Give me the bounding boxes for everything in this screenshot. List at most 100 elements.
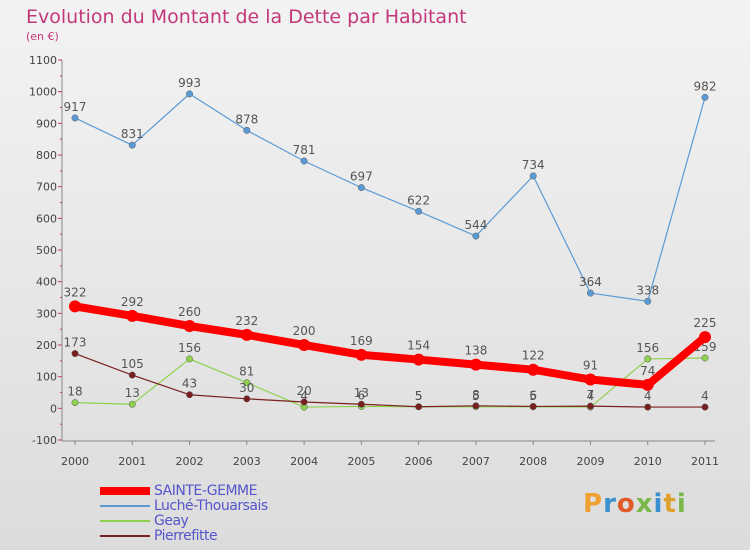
legend-label: Pierrefitte — [154, 528, 218, 544]
data-label: 225 — [694, 316, 717, 330]
data-label: 292 — [121, 295, 144, 309]
data-label: 622 — [407, 193, 430, 207]
series-line-2 — [74, 357, 706, 408]
y-tick-label: 900 — [36, 117, 57, 130]
y-tick-label: 600 — [36, 212, 57, 225]
data-label: 697 — [350, 170, 373, 184]
data-label: 122 — [522, 349, 545, 363]
legend-swatch — [100, 487, 150, 495]
data-point — [641, 378, 654, 391]
data-point — [71, 399, 79, 407]
data-point — [701, 403, 709, 411]
logo-letter: P — [583, 489, 604, 519]
data-label: 734 — [522, 158, 545, 172]
data-label: 81 — [239, 365, 254, 379]
legend-label: Luché-Thouarsais — [154, 498, 268, 514]
data-point — [128, 400, 136, 408]
data-label: 4 — [300, 389, 308, 403]
data-point — [186, 391, 193, 399]
data-label: 156 — [178, 341, 201, 355]
y-tick-label: 700 — [36, 181, 57, 194]
data-point — [415, 403, 423, 411]
data-label: 4 — [701, 389, 709, 403]
chart-subtitle: (en €) — [26, 30, 59, 43]
data-point — [357, 400, 365, 408]
y-tick-label: 1100 — [29, 54, 57, 67]
data-label: 831 — [121, 127, 144, 141]
data-point — [126, 309, 139, 322]
data-point — [300, 157, 308, 165]
data-label: 156 — [636, 341, 659, 355]
data-point — [186, 355, 193, 363]
data-point — [298, 339, 311, 351]
data-point — [469, 358, 482, 371]
data-label: 917 — [64, 100, 87, 114]
data-point — [529, 402, 537, 410]
x-tick-label: 2005 — [347, 455, 375, 468]
data-point — [701, 354, 709, 362]
x-tick-label: 2001 — [118, 455, 146, 468]
data-point — [412, 353, 425, 366]
data-label: 781 — [293, 143, 316, 157]
data-point — [243, 379, 251, 387]
legend-label: SAINTE-GEMME — [154, 483, 258, 499]
data-label: 173 — [64, 336, 87, 350]
x-tick-label: 2011 — [691, 455, 719, 468]
data-point — [183, 320, 196, 332]
data-label: 20 — [296, 384, 311, 398]
data-point — [71, 350, 79, 357]
series-line-3 — [74, 352, 706, 408]
x-tick-label: 2004 — [290, 455, 318, 468]
series-line-0 — [71, 302, 709, 389]
y-tick-label: 1000 — [29, 86, 57, 99]
data-point — [300, 398, 308, 406]
x-tick-label: 2010 — [634, 455, 662, 468]
data-point — [644, 355, 652, 363]
data-label: 91 — [583, 359, 598, 373]
x-tick-label: 2008 — [519, 455, 547, 468]
y-tick-label: 200 — [36, 339, 57, 352]
data-label: 43 — [182, 377, 197, 391]
y-tick-label: 0 — [50, 402, 57, 415]
proxiti-logo: Proxiti — [583, 489, 687, 519]
data-point — [240, 328, 253, 341]
x-tick-label: 2006 — [405, 455, 433, 468]
data-label: 6 — [358, 388, 366, 402]
data-point — [472, 232, 480, 240]
data-point — [128, 141, 136, 149]
data-label: 13 — [354, 386, 369, 400]
data-label: 138 — [464, 344, 487, 358]
data-point — [71, 114, 79, 122]
data-point — [357, 184, 365, 192]
legend-swatch — [100, 535, 150, 537]
data-point — [529, 172, 537, 180]
logo-letter: i — [676, 489, 687, 519]
data-point — [355, 348, 368, 361]
data-label: 5 — [472, 389, 480, 403]
legend-label: Geay — [154, 513, 189, 529]
x-tick-label: 2000 — [61, 455, 89, 468]
data-point — [128, 371, 136, 379]
data-label: 5 — [415, 389, 423, 403]
data-label: 7 — [587, 388, 595, 402]
logo-letter: r — [603, 489, 617, 519]
y-tick-label: 100 — [36, 371, 57, 384]
data-point — [415, 207, 423, 215]
data-label: 982 — [694, 79, 717, 93]
x-tick-label: 2009 — [576, 455, 604, 468]
data-label: 169 — [350, 334, 373, 348]
legend-swatch — [100, 520, 150, 522]
data-point — [699, 331, 711, 344]
data-point — [644, 403, 652, 411]
data-label: 30 — [239, 381, 254, 395]
data-point — [584, 373, 597, 386]
data-label: 993 — [178, 76, 201, 90]
logo-letter: i — [653, 489, 664, 519]
logo-letter: t — [663, 489, 677, 519]
data-label: 322 — [64, 285, 87, 299]
data-label: 8 — [472, 388, 480, 402]
data-label: 338 — [636, 283, 659, 297]
data-point — [243, 126, 251, 134]
